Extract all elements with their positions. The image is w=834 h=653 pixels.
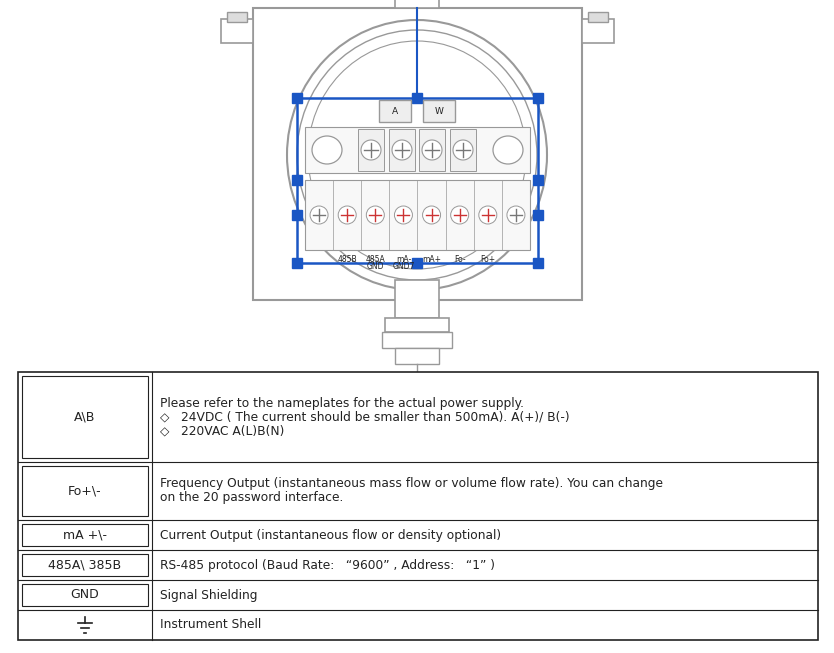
Bar xyxy=(22,554,148,576)
Text: 485A\ 385B: 485A\ 385B xyxy=(48,558,122,571)
Bar xyxy=(533,210,543,220)
Text: ◇   24VDC ( The current should be smaller than 500mA). A(+)/ B(-): ◇ 24VDC ( The current should be smaller … xyxy=(160,411,570,424)
Bar xyxy=(297,98,538,263)
Text: mA+: mA+ xyxy=(422,255,441,264)
Circle shape xyxy=(479,206,497,224)
Bar xyxy=(18,372,818,640)
Circle shape xyxy=(423,206,440,224)
Circle shape xyxy=(339,206,356,224)
Bar xyxy=(389,129,415,171)
Bar xyxy=(305,180,530,250)
Ellipse shape xyxy=(287,20,547,290)
Text: Frequency Output (instantaneous mass flow or volume flow rate). You can change: Frequency Output (instantaneous mass flo… xyxy=(160,477,663,490)
Bar xyxy=(419,129,445,171)
Text: mA-: mA- xyxy=(396,255,411,264)
Bar xyxy=(305,127,530,173)
Text: RS-485 protocol (Baud Rate:   “9600” , Address:   “1” ): RS-485 protocol (Baud Rate: “9600” , Add… xyxy=(160,558,495,571)
Bar xyxy=(450,129,476,171)
Bar xyxy=(22,524,148,546)
Bar xyxy=(582,19,614,43)
Text: on the 20 password interface.: on the 20 password interface. xyxy=(160,492,344,505)
Circle shape xyxy=(392,140,412,160)
Text: 485B: 485B xyxy=(338,255,357,264)
Ellipse shape xyxy=(312,136,342,164)
Bar xyxy=(395,0,439,8)
Bar xyxy=(358,129,384,171)
Circle shape xyxy=(450,206,469,224)
Bar xyxy=(22,584,148,606)
Text: Fo+\-: Fo+\- xyxy=(68,485,102,498)
Bar xyxy=(227,12,247,22)
Bar xyxy=(533,93,543,103)
Text: GND7: GND7 xyxy=(392,262,414,271)
Bar xyxy=(395,348,439,364)
Bar xyxy=(533,175,543,185)
Text: Fo+: Fo+ xyxy=(480,255,495,264)
Text: GND: GND xyxy=(71,588,99,601)
Text: Instrument Shell: Instrument Shell xyxy=(160,618,261,631)
Text: A: A xyxy=(392,106,398,116)
Bar xyxy=(382,332,452,348)
Bar xyxy=(385,318,449,332)
Circle shape xyxy=(394,206,413,224)
Bar xyxy=(292,258,302,268)
Circle shape xyxy=(310,206,328,224)
Bar xyxy=(22,466,148,516)
Bar xyxy=(423,100,455,122)
Circle shape xyxy=(366,206,384,224)
Circle shape xyxy=(422,140,442,160)
Text: Signal Shielding: Signal Shielding xyxy=(160,588,258,601)
Bar xyxy=(412,258,422,268)
Bar xyxy=(379,100,411,122)
Bar xyxy=(588,12,608,22)
Circle shape xyxy=(453,140,473,160)
Bar xyxy=(533,258,543,268)
Bar xyxy=(292,175,302,185)
Bar xyxy=(221,19,253,43)
Text: GND: GND xyxy=(367,262,384,271)
Text: Current Output (instantaneous flow or density optional): Current Output (instantaneous flow or de… xyxy=(160,528,501,541)
Bar xyxy=(292,93,302,103)
Bar xyxy=(22,376,148,458)
Ellipse shape xyxy=(493,136,523,164)
Circle shape xyxy=(361,140,381,160)
Text: Please refer to the nameplates for the actual power supply.: Please refer to the nameplates for the a… xyxy=(160,396,524,409)
Bar xyxy=(292,210,302,220)
Text: ◇   220VAC A(L)B(N): ◇ 220VAC A(L)B(N) xyxy=(160,424,284,438)
Bar xyxy=(412,93,422,103)
Text: Fo-: Fo- xyxy=(454,255,465,264)
Circle shape xyxy=(507,206,525,224)
Text: A\B: A\B xyxy=(74,411,96,424)
Text: 485A: 485A xyxy=(365,255,385,264)
Bar xyxy=(253,8,582,300)
Text: mA +\-: mA +\- xyxy=(63,528,107,541)
Text: W: W xyxy=(435,106,444,116)
Bar xyxy=(395,280,439,318)
